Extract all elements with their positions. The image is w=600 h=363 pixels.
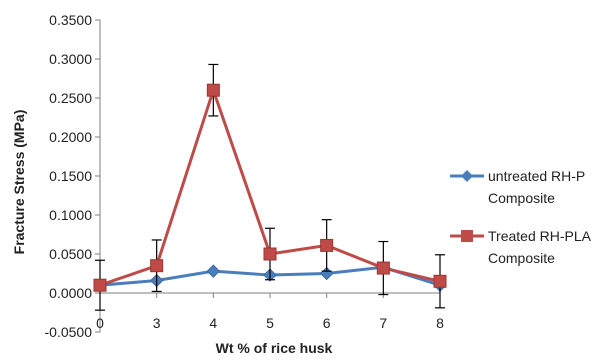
data-point-square	[433, 274, 447, 288]
legend-label: Treated RH-PLA	[488, 228, 592, 244]
y-tick-label: 0.0500	[49, 246, 92, 262]
x-tick-label: 6	[323, 315, 331, 331]
data-point-diamond	[206, 264, 221, 278]
legend-label: untreated RH-P	[488, 168, 585, 184]
legend-label: Composite	[488, 190, 555, 206]
data-point-square	[263, 247, 277, 261]
x-axis-ticks: 0 3 4 5 6 7 8	[96, 293, 444, 331]
legend-label: Composite	[488, 250, 555, 266]
y-tick-label: 0.1500	[49, 168, 92, 184]
data-point-square	[376, 261, 390, 275]
x-tick-label: 3	[153, 315, 161, 331]
y-tick-label: 0.2000	[49, 129, 92, 145]
y-axis-ticks: -0.0500 0.0000 0.0500 0.1000 0.1500 0.2000 0.2…	[45, 12, 100, 340]
series-layer	[93, 63, 447, 311]
data-point-square	[320, 238, 334, 252]
data-point-square	[93, 278, 107, 292]
legend: untreated RH-P Composite Treated RH-PLA Com…	[450, 168, 592, 266]
axes	[99, 20, 440, 332]
x-axis-title: Wt % of rice husk	[216, 340, 333, 356]
legend-entry-2: Treated RH-PLA Composite	[450, 228, 592, 266]
y-tick-label: 0.2500	[49, 90, 92, 106]
y-tick-label: 0.0000	[49, 285, 92, 301]
x-tick-label: 7	[379, 315, 387, 331]
data-point-square	[206, 83, 220, 97]
y-tick-label: -0.0500	[45, 324, 93, 340]
x-tick-label: 4	[209, 315, 217, 331]
y-tick-label: 0.1000	[49, 207, 92, 223]
data-point-square	[150, 259, 164, 273]
y-axis-title: Fracture Stress (MPa)	[11, 110, 27, 255]
series-2	[93, 63, 447, 311]
legend-entry-1: untreated RH-P Composite	[450, 168, 585, 206]
legend-marker-diamond	[461, 170, 473, 182]
y-tick-label: 0.3000	[49, 51, 92, 67]
x-tick-label: 8	[436, 315, 444, 331]
x-tick-label: 0	[96, 315, 104, 331]
legend-marker-square	[461, 230, 473, 242]
x-tick-label: 5	[266, 315, 274, 331]
y-tick-label: 0.3500	[49, 12, 92, 28]
